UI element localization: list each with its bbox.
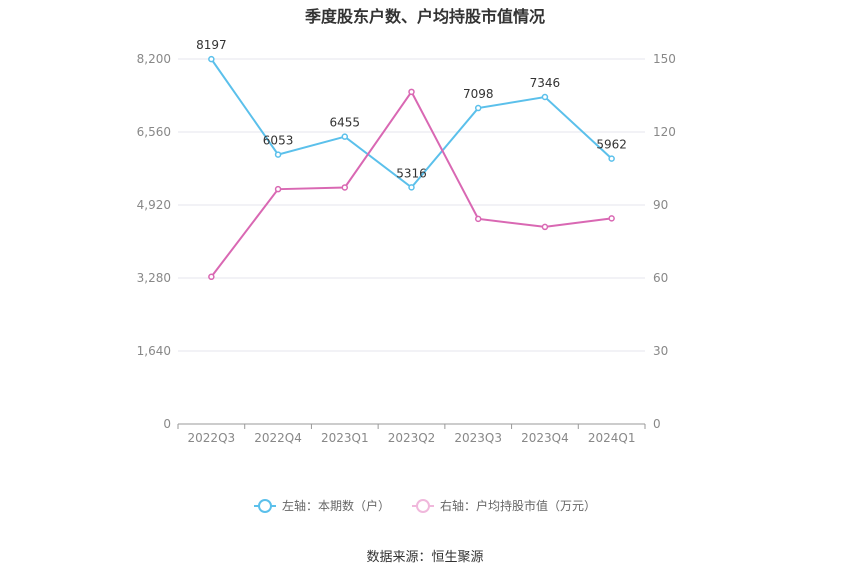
legend-marker-right-icon xyxy=(412,498,434,513)
x-tick-label: 2023Q4 xyxy=(521,431,569,445)
data-label: 7098 xyxy=(463,87,494,101)
x-tick-label: 2023Q1 xyxy=(321,431,369,445)
data-label: 6455 xyxy=(330,116,361,130)
data-point xyxy=(408,88,415,96)
data-source: 数据来源：恒生聚源 xyxy=(366,550,484,565)
legend-marker-left-icon xyxy=(253,498,276,513)
y-right-tick-label: 90 xyxy=(653,198,668,212)
data-point xyxy=(541,93,549,101)
data-point xyxy=(541,223,549,231)
data-point xyxy=(274,185,282,193)
y-right-tick-label: 150 xyxy=(653,52,676,66)
data-label: 5316 xyxy=(396,166,427,180)
data-label: 5962 xyxy=(596,138,627,152)
x-tick-label: 2022Q3 xyxy=(188,431,236,445)
y-right-tick-label: 0 xyxy=(653,417,661,431)
legend-item-left[interactable]: 左轴：本期数（户） xyxy=(253,497,390,514)
data-point xyxy=(408,184,415,191)
data-point xyxy=(474,104,482,112)
y-left-tick-label: 4,920 xyxy=(137,198,171,212)
line-chart: 0 1,640 3,280 4,920 6,560 8,200 0 30 60 90 120 150 2… xyxy=(137,38,676,445)
data-point xyxy=(608,215,615,222)
data-label: 8197 xyxy=(196,38,227,52)
data-point xyxy=(608,155,615,162)
data-point xyxy=(274,151,282,158)
y-right-tick-label: 60 xyxy=(653,271,668,285)
data-label: 7346 xyxy=(530,76,561,90)
data-label: 6053 xyxy=(263,134,294,148)
data-point xyxy=(341,133,349,140)
chart-legend: 左轴：本期数（户） 右轴：户均持股市值（万元） xyxy=(0,497,850,514)
data-point xyxy=(208,55,215,63)
y-left-tick-label: 6,560 xyxy=(137,125,171,139)
x-tick-label: 2023Q3 xyxy=(454,431,502,445)
legend-label-left: 左轴：本期数（户） xyxy=(281,499,390,513)
y-left-tick-label: 1,640 xyxy=(137,344,171,358)
x-tick-label: 2023Q2 xyxy=(388,431,436,445)
y-right-tick-label: 30 xyxy=(653,344,668,358)
data-point xyxy=(208,273,215,281)
y-right-tick-label: 120 xyxy=(653,125,676,139)
legend-label-right: 右轴：户均持股市值（万元） xyxy=(440,499,597,513)
x-tick-label: 2024Q1 xyxy=(588,431,636,445)
chart-title: 季度股东户数、户均持股市值情况 xyxy=(304,7,545,26)
y-left-tick-label: 8,200 xyxy=(137,52,171,66)
y-left-tick-label: 0 xyxy=(163,417,171,431)
data-point xyxy=(474,215,482,223)
legend-item-right[interactable]: 右轴：户均持股市值（万元） xyxy=(412,497,596,514)
x-tick-label: 2022Q4 xyxy=(254,431,302,445)
y-left-tick-label: 3,280 xyxy=(137,271,171,285)
data-point xyxy=(341,184,349,191)
